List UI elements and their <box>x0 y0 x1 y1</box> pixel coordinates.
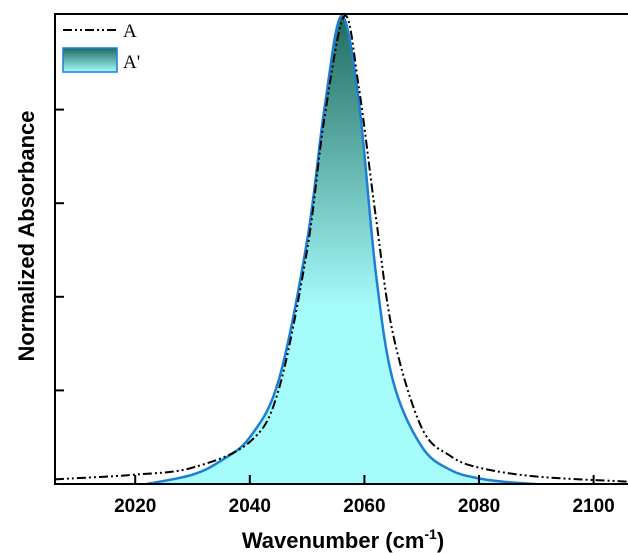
area-series-a-prime-line <box>146 14 537 484</box>
x-axis-title-suffix: ) <box>437 528 444 553</box>
legend-label-a-prime: A' <box>123 52 140 73</box>
axes-frame <box>54 13 628 485</box>
x-axis-title: Wavenumber (cm-1) <box>242 526 444 553</box>
x-tick-label-2020: 2020 <box>114 496 156 517</box>
legend: A A' <box>62 21 140 73</box>
x-tick-label-2080: 2080 <box>458 496 500 517</box>
area-series-a-prime-group <box>146 14 537 484</box>
x-tick-label-2060: 2060 <box>343 496 385 517</box>
legend-swatch-a-prime <box>62 47 118 73</box>
x-axis-title-sup: -1 <box>424 526 437 542</box>
y-axis-ticks <box>55 108 64 392</box>
x-tick-label-2100: 2100 <box>572 496 614 517</box>
x-tick-label-2040: 2040 <box>229 496 271 517</box>
y-axis-title: Normalized Absorbance <box>14 110 39 361</box>
x-axis-title-main: Wavenumber (cm <box>242 528 425 553</box>
legend-label-a: A <box>123 21 137 42</box>
area-series-a-prime-fill <box>146 15 537 484</box>
x-axis-ticks: 2020 2040 2060 2080 2100 <box>114 475 615 517</box>
